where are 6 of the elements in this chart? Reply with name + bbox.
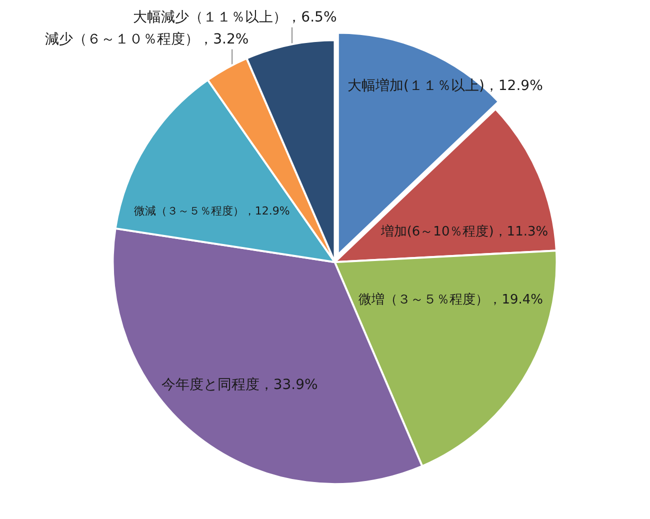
slice-label: 今年度と同程度，33.9% (161, 376, 318, 393)
slice-label: 大幅減少（１１％以上），6.5% (133, 9, 337, 26)
slice-label: 増加(6～10％程度)，11.3% (380, 223, 548, 240)
slice-label: 減少（６～１０％程度），3.2% (45, 31, 249, 48)
slice-label: 微減（３～５％程度），12.9% (134, 204, 290, 218)
slice-label: 微増（３～５％程度），19.4% (358, 291, 544, 308)
